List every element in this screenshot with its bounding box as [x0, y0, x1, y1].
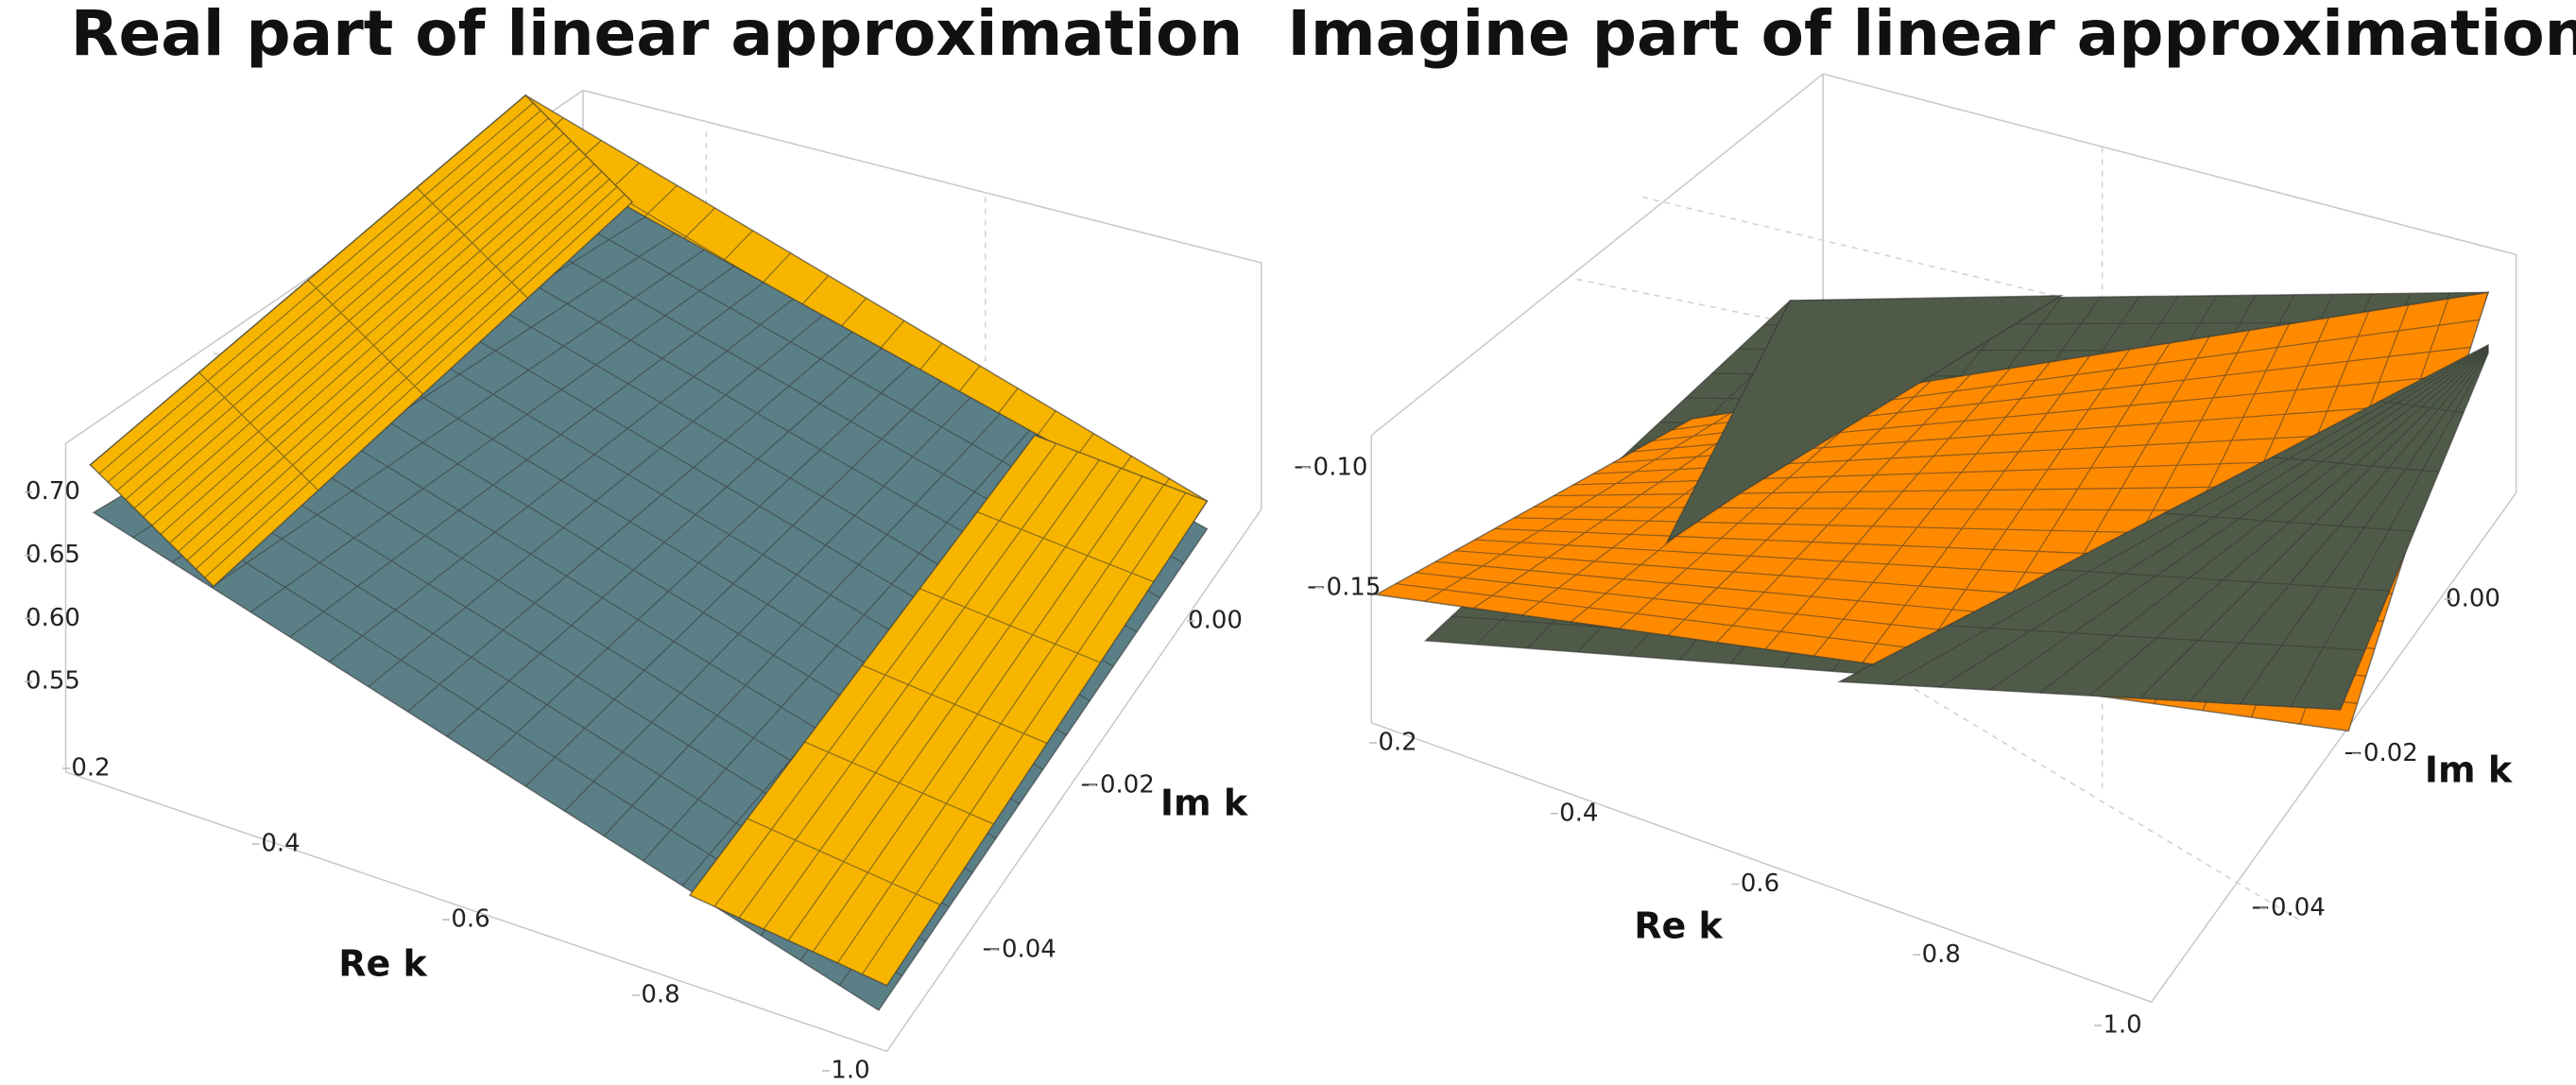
chart-title: Real part of linear approximation — [71, 0, 1244, 70]
surface-patch — [1665, 295, 2064, 544]
surface-patch — [688, 434, 1209, 987]
z-tick-label: 0.65 — [26, 541, 80, 569]
x-tick-label: 1.0 — [2103, 1011, 2141, 1040]
x-tick-label: 1.0 — [831, 1057, 869, 1085]
box-edge — [64, 443, 1262, 1053]
z-tick-label: 0.55 — [26, 667, 80, 696]
surface-mesh — [713, 442, 1187, 975]
charts: Real part of linear approximation Re k Im … — [25, 0, 2576, 1085]
chart-title: Imagine part of linear approximation — [1287, 0, 2576, 70]
x-tick-label: 0.4 — [261, 830, 300, 858]
y-tick-label: 0.00 — [1188, 607, 1243, 635]
x-tick-label: 0.8 — [1922, 940, 1961, 969]
x-tick-label: 0.8 — [641, 981, 679, 1009]
x-axis-label: Re k — [338, 943, 427, 985]
x-tick-label: 0.6 — [1741, 870, 1779, 898]
box-edge — [1370, 435, 2517, 1004]
x-tick-label: 0.2 — [1378, 729, 1417, 757]
y-axis-label: Im k — [2425, 749, 2513, 791]
z-tick-label: 0.60 — [26, 604, 80, 632]
x-tick-label: 0.4 — [1559, 799, 1598, 827]
y-tick-label: 0.00 — [2446, 584, 2500, 612]
x-tick-label: 0.6 — [451, 905, 489, 934]
z-tick-label: 0.70 — [26, 477, 80, 506]
surface-mesh — [1889, 345, 2489, 708]
box-edge — [1370, 73, 2517, 493]
y-axis-label: Im k — [1160, 783, 1248, 824]
x-tick-label: 0.2 — [71, 754, 110, 783]
surface-mesh — [98, 102, 626, 578]
x-axis-label: Re k — [1634, 905, 1723, 947]
surfaces — [64, 73, 2517, 1053]
